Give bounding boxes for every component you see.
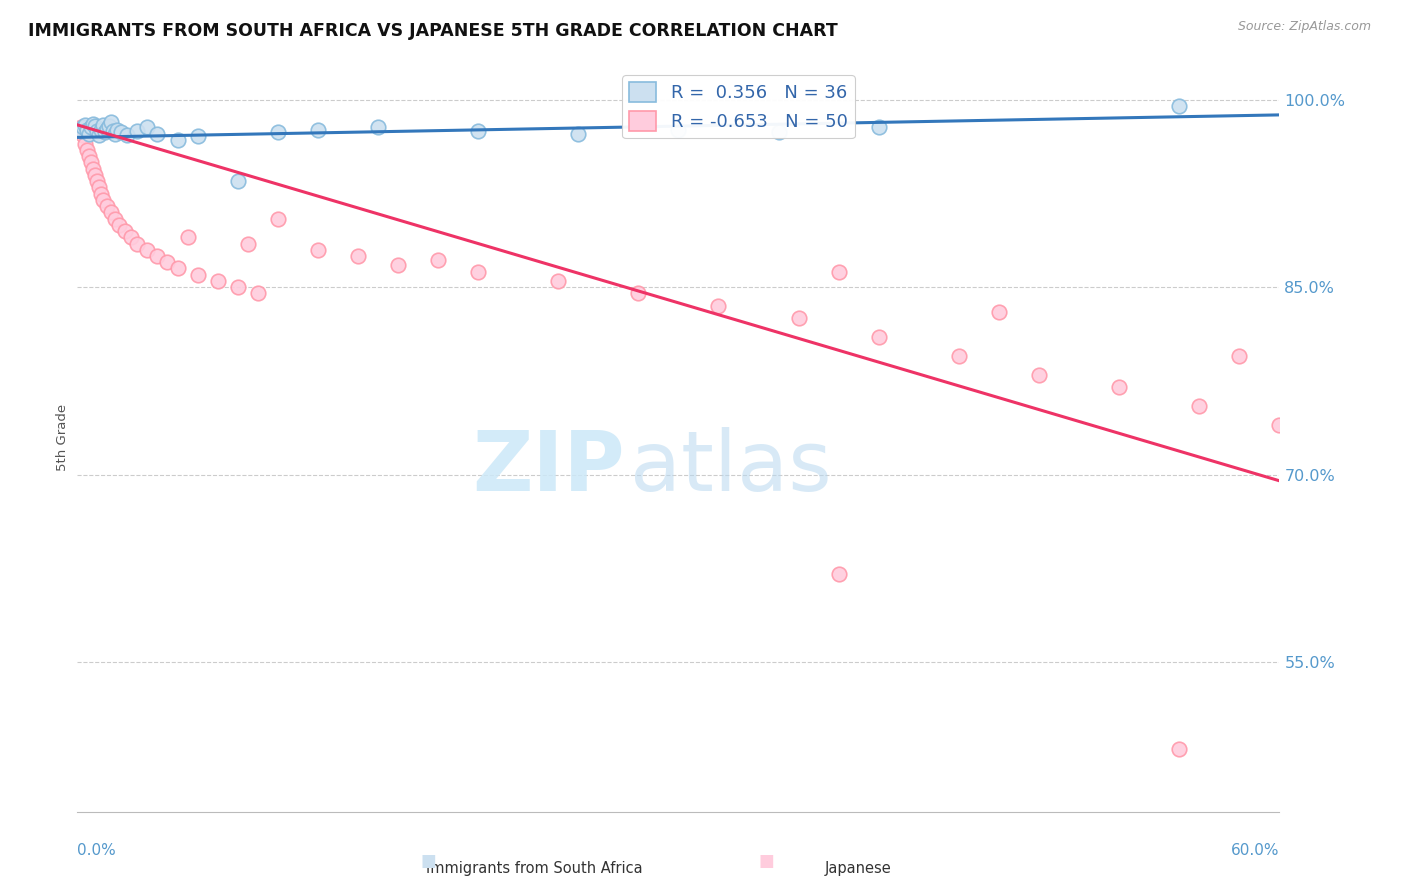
Point xyxy=(868,120,890,135)
Text: Immigrants from South Africa: Immigrants from South Africa xyxy=(426,861,643,876)
Point xyxy=(90,123,112,137)
Point xyxy=(82,161,104,176)
Point xyxy=(93,118,115,132)
Point xyxy=(84,168,107,182)
Point xyxy=(108,218,131,232)
Legend: R =  0.356   N = 36, R = -0.653   N = 50: R = 0.356 N = 36, R = -0.653 N = 50 xyxy=(621,75,855,138)
Point xyxy=(72,128,94,142)
Point xyxy=(828,265,851,279)
Point xyxy=(547,274,569,288)
Text: 0.0%: 0.0% xyxy=(77,843,117,858)
Text: Japanese: Japanese xyxy=(824,861,891,876)
Point xyxy=(80,155,103,169)
Point xyxy=(186,129,209,144)
Point xyxy=(307,123,329,137)
Point xyxy=(86,124,108,138)
Point xyxy=(267,211,290,226)
Point xyxy=(79,149,101,163)
Point xyxy=(98,119,121,133)
Point xyxy=(70,120,93,135)
Point xyxy=(75,118,97,132)
Text: atlas: atlas xyxy=(630,426,832,508)
Text: ZIP: ZIP xyxy=(472,426,624,508)
Point xyxy=(267,125,290,139)
Point xyxy=(93,193,115,207)
Point xyxy=(467,265,489,279)
Text: ■: ■ xyxy=(758,852,775,870)
Point xyxy=(567,127,589,141)
Text: IMMIGRANTS FROM SOUTH AFRICA VS JAPANESE 5TH GRADE CORRELATION CHART: IMMIGRANTS FROM SOUTH AFRICA VS JAPANESE… xyxy=(28,22,838,40)
Point xyxy=(104,211,127,226)
Point xyxy=(868,330,890,344)
Point xyxy=(707,299,730,313)
Point xyxy=(186,268,209,282)
Point xyxy=(668,123,690,137)
Point xyxy=(110,125,132,139)
Point xyxy=(94,125,117,139)
Point xyxy=(988,305,1011,319)
Y-axis label: 5th Grade: 5th Grade xyxy=(56,403,69,471)
Point xyxy=(226,280,249,294)
Point xyxy=(627,286,650,301)
Point xyxy=(346,249,368,263)
Point xyxy=(96,121,118,136)
Point xyxy=(114,224,136,238)
Point xyxy=(207,274,229,288)
Point xyxy=(75,136,97,151)
Point xyxy=(146,249,169,263)
Point xyxy=(80,120,103,135)
Point xyxy=(387,258,409,272)
Point xyxy=(117,128,139,142)
Point xyxy=(787,311,810,326)
Point xyxy=(76,123,98,137)
Text: 60.0%: 60.0% xyxy=(1232,843,1279,858)
Point xyxy=(72,120,94,135)
Point xyxy=(70,124,93,138)
Point xyxy=(79,127,101,141)
Point xyxy=(1028,368,1050,382)
Point xyxy=(103,124,125,138)
Text: ■: ■ xyxy=(420,852,437,870)
Point xyxy=(120,230,142,244)
Point xyxy=(136,120,159,135)
Point xyxy=(100,205,122,219)
Point xyxy=(1188,399,1211,413)
Point xyxy=(146,127,169,141)
Point xyxy=(136,243,159,257)
Point xyxy=(828,567,851,582)
Point xyxy=(427,252,450,267)
Point xyxy=(84,119,107,133)
Point xyxy=(1168,99,1191,113)
Point xyxy=(1108,380,1130,394)
Point xyxy=(89,180,111,194)
Point xyxy=(948,349,970,363)
Point xyxy=(86,174,108,188)
Point xyxy=(1268,417,1291,432)
Point xyxy=(127,236,149,251)
Point xyxy=(107,123,129,137)
Point xyxy=(236,236,259,251)
Point xyxy=(768,125,790,139)
Point xyxy=(76,143,98,157)
Point xyxy=(467,124,489,138)
Point xyxy=(367,120,389,135)
Point xyxy=(104,127,127,141)
Text: Source: ZipAtlas.com: Source: ZipAtlas.com xyxy=(1237,20,1371,33)
Point xyxy=(127,124,149,138)
Point xyxy=(96,199,118,213)
Point xyxy=(1168,742,1191,756)
Point xyxy=(166,261,188,276)
Point xyxy=(226,174,249,188)
Point xyxy=(176,230,198,244)
Point xyxy=(100,115,122,129)
Point xyxy=(246,286,269,301)
Point xyxy=(307,243,329,257)
Point xyxy=(82,117,104,131)
Point xyxy=(90,186,112,201)
Point xyxy=(166,133,188,147)
Point xyxy=(156,255,179,269)
Point xyxy=(1229,349,1251,363)
Point xyxy=(89,128,111,142)
